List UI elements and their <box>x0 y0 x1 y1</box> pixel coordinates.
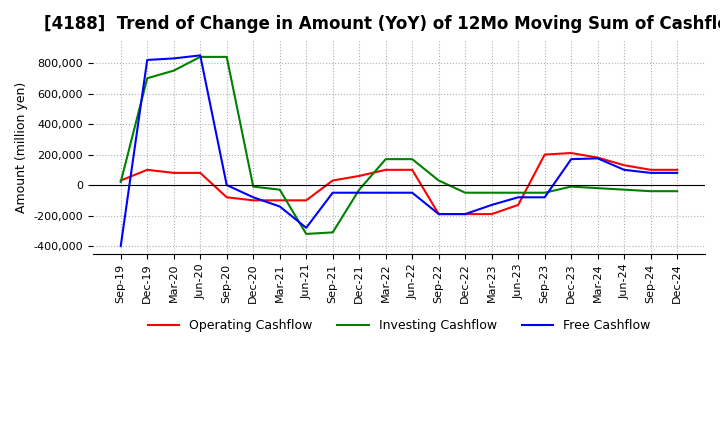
Free Cashflow <box>647 170 655 176</box>
Investing Cashflow <box>117 180 125 185</box>
Free Cashflow <box>249 194 258 200</box>
Investing Cashflow <box>169 68 178 73</box>
Y-axis label: Amount (million yen): Amount (million yen) <box>15 81 28 213</box>
Free Cashflow <box>593 156 602 161</box>
Legend: Operating Cashflow, Investing Cashflow, Free Cashflow: Operating Cashflow, Investing Cashflow, … <box>143 314 655 337</box>
Operating Cashflow <box>673 167 682 172</box>
Free Cashflow <box>434 212 443 217</box>
Operating Cashflow <box>328 178 337 183</box>
Investing Cashflow <box>514 190 523 195</box>
Operating Cashflow <box>620 163 629 168</box>
Free Cashflow <box>117 243 125 249</box>
Investing Cashflow <box>673 189 682 194</box>
Operating Cashflow <box>647 167 655 172</box>
Free Cashflow <box>143 57 151 62</box>
Investing Cashflow <box>275 187 284 192</box>
Operating Cashflow <box>514 202 523 208</box>
Investing Cashflow <box>541 190 549 195</box>
Investing Cashflow <box>143 76 151 81</box>
Free Cashflow <box>673 170 682 176</box>
Operating Cashflow <box>593 155 602 160</box>
Operating Cashflow <box>196 170 204 176</box>
Free Cashflow <box>275 204 284 209</box>
Free Cashflow <box>620 167 629 172</box>
Operating Cashflow <box>408 167 417 172</box>
Operating Cashflow <box>461 212 469 217</box>
Investing Cashflow <box>249 184 258 189</box>
Investing Cashflow <box>328 230 337 235</box>
Operating Cashflow <box>249 198 258 203</box>
Operating Cashflow <box>117 178 125 183</box>
Free Cashflow <box>222 183 231 188</box>
Investing Cashflow <box>434 178 443 183</box>
Free Cashflow <box>461 212 469 217</box>
Operating Cashflow <box>541 152 549 157</box>
Investing Cashflow <box>408 157 417 162</box>
Investing Cashflow <box>355 187 364 192</box>
Operating Cashflow <box>222 194 231 200</box>
Free Cashflow <box>355 190 364 195</box>
Investing Cashflow <box>487 190 496 195</box>
Operating Cashflow <box>382 167 390 172</box>
Investing Cashflow <box>593 186 602 191</box>
Operating Cashflow <box>169 170 178 176</box>
Free Cashflow <box>408 190 417 195</box>
Free Cashflow <box>567 157 575 162</box>
Line: Free Cashflow: Free Cashflow <box>121 55 678 246</box>
Investing Cashflow <box>647 189 655 194</box>
Operating Cashflow <box>567 150 575 156</box>
Investing Cashflow <box>222 54 231 59</box>
Title: [4188]  Trend of Change in Amount (YoY) of 12Mo Moving Sum of Cashflows: [4188] Trend of Change in Amount (YoY) o… <box>44 15 720 33</box>
Free Cashflow <box>328 190 337 195</box>
Operating Cashflow <box>487 212 496 217</box>
Free Cashflow <box>541 194 549 200</box>
Line: Operating Cashflow: Operating Cashflow <box>121 153 678 214</box>
Free Cashflow <box>514 194 523 200</box>
Free Cashflow <box>487 202 496 208</box>
Investing Cashflow <box>567 184 575 189</box>
Investing Cashflow <box>302 231 310 237</box>
Investing Cashflow <box>196 54 204 59</box>
Line: Investing Cashflow: Investing Cashflow <box>121 57 678 234</box>
Operating Cashflow <box>275 198 284 203</box>
Operating Cashflow <box>302 198 310 203</box>
Operating Cashflow <box>143 167 151 172</box>
Investing Cashflow <box>620 187 629 192</box>
Free Cashflow <box>382 190 390 195</box>
Investing Cashflow <box>382 157 390 162</box>
Free Cashflow <box>169 56 178 61</box>
Operating Cashflow <box>355 173 364 179</box>
Investing Cashflow <box>461 190 469 195</box>
Free Cashflow <box>302 225 310 231</box>
Free Cashflow <box>196 53 204 58</box>
Operating Cashflow <box>434 212 443 217</box>
